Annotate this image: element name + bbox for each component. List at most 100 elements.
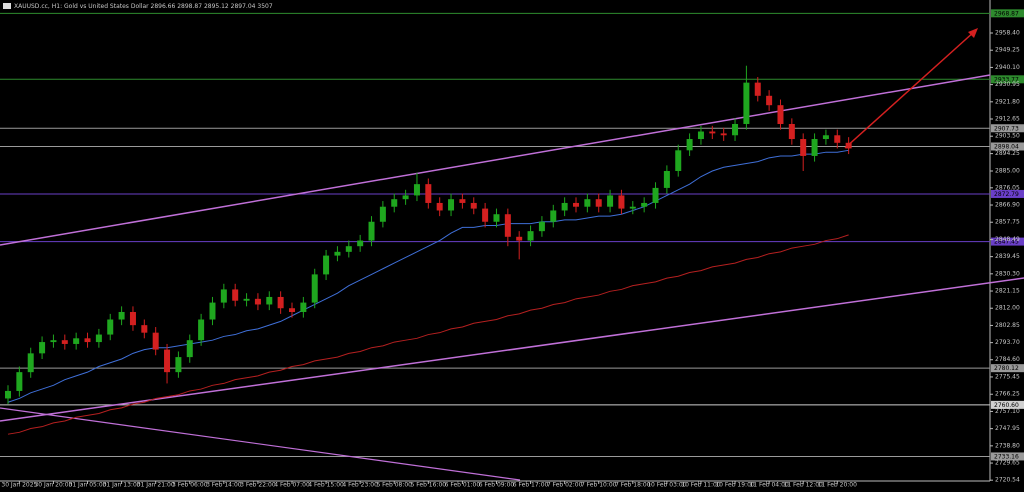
axes: 2958.40 2949.25 2940.10 2930.95 2921.80 2912.… xyxy=(1,30,1020,489)
level-label: 2933.77 xyxy=(994,76,1019,83)
level-label: 2907.73 xyxy=(994,125,1019,132)
candle-body xyxy=(232,289,239,301)
y-tick-label: 2775.45 xyxy=(995,373,1020,380)
candle-body xyxy=(675,150,682,171)
y-tick-label: 2949.25 xyxy=(995,47,1020,54)
candle-body xyxy=(754,82,761,96)
y-tick-label: 2757.10 xyxy=(995,408,1020,415)
candle-body xyxy=(686,139,693,151)
candle-body xyxy=(493,214,500,222)
level-label-box xyxy=(991,75,1024,84)
level-label-box xyxy=(991,189,1024,198)
candle-body xyxy=(39,342,46,354)
level-label: 2780.12 xyxy=(994,365,1019,372)
candle-body xyxy=(561,202,568,211)
x-tick-label: 11 Feb 20:00 xyxy=(818,482,858,489)
candle-body xyxy=(129,311,136,326)
level-label: 2733.16 xyxy=(994,453,1019,460)
y-tick-label: 2839.45 xyxy=(995,253,1020,260)
y-tick-label: 2866.90 xyxy=(995,202,1020,209)
level-label-box xyxy=(991,142,1024,151)
x-tick-label: 7 Feb 18:00 xyxy=(615,482,651,489)
candle-body xyxy=(459,199,466,203)
y-tick-label: 2894.25 xyxy=(995,150,1020,157)
candle-body xyxy=(300,302,307,312)
y-tick-label: 2921.80 xyxy=(995,98,1020,105)
y-tick-label: 2812.00 xyxy=(995,305,1020,312)
candle-body xyxy=(834,135,841,143)
moving-averages xyxy=(7,149,849,435)
y-tick-label: 2876.05 xyxy=(995,184,1020,191)
candle-body xyxy=(84,338,91,343)
x-tick-label: 10 Feb 19:00 xyxy=(715,482,755,489)
x-tick-label: 5 Feb 16:00 xyxy=(411,482,447,489)
candle-body xyxy=(141,325,148,333)
x-tick-label: 3 Feb 14:00 xyxy=(206,482,242,489)
candle-body xyxy=(425,184,432,203)
y-tick-label: 2930.95 xyxy=(995,81,1020,88)
candle-body xyxy=(323,255,330,275)
level-label-box xyxy=(991,237,1024,246)
x-tick-label: 31 Jan 13:00 xyxy=(103,482,141,489)
x-tick-label: 6 Feb 01:00 xyxy=(445,482,481,489)
y-tick-label: 2738.80 xyxy=(995,442,1020,449)
arrow-line xyxy=(844,30,976,149)
trendlines xyxy=(0,74,1024,481)
x-tick-label: 31 Jan 21:00 xyxy=(137,482,175,489)
y-tick-label: 2885.00 xyxy=(995,167,1020,174)
candle-body xyxy=(266,296,273,305)
x-tick-label: 4 Feb 23:00 xyxy=(342,482,378,489)
x-tick-label: 6 Feb 09:00 xyxy=(479,482,515,489)
x-tick-label: 11 Feb 04:00 xyxy=(749,482,789,489)
candle-body xyxy=(538,221,545,232)
x-tick-label: 3 Feb 22:00 xyxy=(240,482,276,489)
candle-body xyxy=(436,202,443,211)
arrow xyxy=(844,28,978,149)
y-tick-label: 2802.85 xyxy=(995,322,1020,329)
candle-body xyxy=(27,353,34,373)
y-tick-label: 2729.65 xyxy=(995,460,1020,467)
candle-body xyxy=(584,199,591,207)
candle-body xyxy=(118,311,125,320)
level-label-box xyxy=(991,364,1024,373)
y-tick-label: 2784.60 xyxy=(995,356,1020,363)
level-label: 2968.87 xyxy=(994,10,1019,17)
x-tick-label: 7 Feb 02:00 xyxy=(547,482,583,489)
y-tick-label: 2830.30 xyxy=(995,270,1020,277)
candle-body xyxy=(254,298,261,305)
candle-body xyxy=(61,340,68,344)
candle-body xyxy=(720,133,727,136)
candle-body xyxy=(516,236,523,241)
candle-body xyxy=(379,206,386,222)
candle-body xyxy=(152,332,159,350)
x-tick-label: 31 Jan 05:00 xyxy=(69,482,107,489)
chart-title: XAUUSD.cc, H1: Gold vs United States Dol… xyxy=(14,3,273,10)
candle-body xyxy=(641,202,648,207)
x-tick-label: 11 Feb 12:00 xyxy=(784,482,824,489)
candle-body xyxy=(811,139,818,156)
candle-body xyxy=(663,170,670,188)
candle-body xyxy=(391,199,398,207)
x-tick-label: 4 Feb 15:00 xyxy=(308,482,344,489)
level-label: 2898.04 xyxy=(994,143,1019,150)
candle-body xyxy=(334,251,341,256)
level-label: 2847.45 xyxy=(994,239,1019,246)
candle-body xyxy=(527,231,534,241)
candle-body xyxy=(550,210,557,222)
level-label-box xyxy=(991,452,1024,461)
level-label-box xyxy=(991,124,1024,133)
candle-body xyxy=(413,184,420,196)
moving-average xyxy=(7,149,849,403)
x-tick-label: 30 Jan 2025 xyxy=(1,482,37,489)
candle-body xyxy=(73,338,80,344)
candle-body xyxy=(311,274,318,303)
candle-body xyxy=(209,302,216,320)
x-tick-label: 5 Feb 08:00 xyxy=(376,482,412,489)
candle-body xyxy=(95,334,102,343)
candle-body xyxy=(470,202,477,209)
x-tick-label: 7 Feb 10:00 xyxy=(581,482,617,489)
candle-body xyxy=(186,340,193,358)
moving-average xyxy=(7,234,849,435)
candle-body xyxy=(448,199,455,211)
trendline xyxy=(0,277,1024,422)
